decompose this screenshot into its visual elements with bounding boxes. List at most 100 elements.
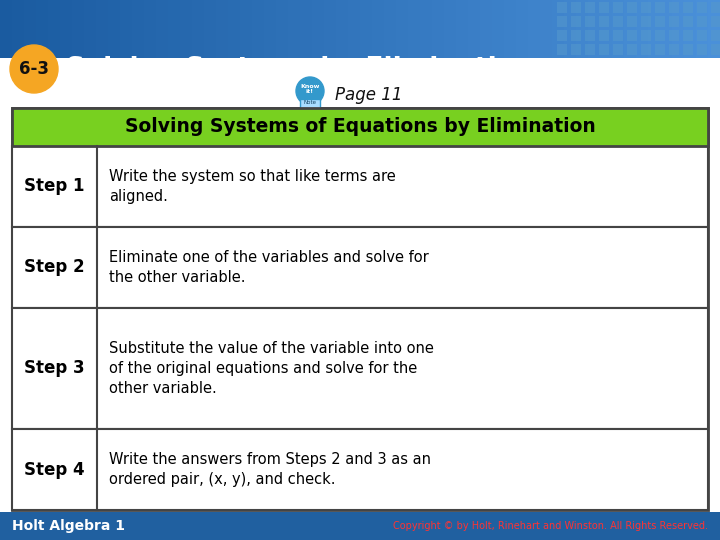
Bar	[564, 0, 576, 58]
Text: Holt Algebra 1: Holt Algebra 1	[12, 519, 125, 533]
Bar	[480, 0, 492, 58]
Bar	[557, 30, 567, 40]
Bar	[711, 44, 720, 55]
Bar	[468, 0, 480, 58]
Bar	[132, 0, 144, 58]
Bar	[264, 0, 276, 58]
Bar	[12, 146, 708, 227]
Bar	[654, 44, 665, 55]
Text: Page 11: Page 11	[335, 86, 402, 104]
Bar	[696, 30, 707, 40]
Text: Step 4: Step 4	[24, 461, 85, 478]
Bar	[660, 0, 672, 58]
Bar	[654, 16, 665, 26]
Text: Substitute the value of the variable into one
of the original equations and solv: Substitute the value of the variable int…	[109, 341, 434, 396]
Bar	[683, 2, 693, 12]
Bar	[684, 0, 696, 58]
Bar	[180, 0, 192, 58]
Bar	[570, 16, 581, 26]
Text: Step 3: Step 3	[24, 360, 85, 377]
Bar	[668, 30, 679, 40]
Text: Write the answers from Steps 2 and 3 as an
ordered pair, (x, y), and check.: Write the answers from Steps 2 and 3 as …	[109, 452, 431, 487]
Bar	[570, 30, 581, 40]
Bar	[585, 2, 595, 12]
Bar	[96, 0, 108, 58]
Bar	[668, 16, 679, 26]
Bar	[60, 0, 72, 58]
Bar	[668, 2, 679, 12]
Bar	[696, 44, 707, 55]
Text: Solving Systems by Elimination: Solving Systems by Elimination	[66, 56, 534, 82]
Bar	[626, 2, 637, 12]
FancyBboxPatch shape	[300, 99, 320, 109]
Bar	[36, 0, 48, 58]
Bar	[24, 0, 36, 58]
Bar	[696, 2, 707, 12]
Bar	[528, 0, 540, 58]
Bar	[72, 0, 84, 58]
Bar	[204, 0, 216, 58]
Text: Step 1: Step 1	[24, 178, 85, 195]
Bar	[696, 0, 708, 58]
Text: Copyright © by Holt, Rinehart and Winston. All Rights Reserved.: Copyright © by Holt, Rinehart and Winsto…	[393, 521, 708, 531]
Bar	[324, 0, 336, 58]
Text: Eliminate one of the variables and solve for
the other variable.: Eliminate one of the variables and solve…	[109, 249, 428, 285]
Bar	[612, 0, 624, 58]
Bar	[456, 0, 468, 58]
Bar	[108, 0, 120, 58]
Bar	[12, 227, 708, 308]
Bar	[360, 0, 372, 58]
Bar	[626, 30, 637, 40]
Bar	[12, 429, 708, 510]
Text: Solving Systems of Equations by Elimination: Solving Systems of Equations by Eliminat…	[125, 118, 595, 137]
Circle shape	[296, 77, 324, 105]
Bar	[12, 108, 708, 146]
Bar	[540, 0, 552, 58]
Bar	[444, 0, 456, 58]
Bar	[504, 0, 516, 58]
Bar	[585, 16, 595, 26]
Bar	[641, 30, 651, 40]
Bar	[570, 2, 581, 12]
Bar	[372, 0, 384, 58]
Bar	[0, 512, 720, 540]
Bar	[48, 0, 60, 58]
Bar	[288, 0, 300, 58]
Bar	[576, 0, 588, 58]
Bar	[648, 0, 660, 58]
Bar	[711, 16, 720, 26]
Bar	[613, 30, 623, 40]
Bar	[683, 30, 693, 40]
Bar	[570, 44, 581, 55]
Bar	[641, 16, 651, 26]
Bar	[654, 30, 665, 40]
Bar	[641, 44, 651, 55]
Bar	[613, 2, 623, 12]
Bar	[396, 0, 408, 58]
Bar	[654, 2, 665, 12]
Bar	[120, 0, 132, 58]
Bar	[384, 0, 396, 58]
Bar	[626, 16, 637, 26]
Text: Note: Note	[304, 100, 317, 105]
Bar	[708, 0, 720, 58]
Bar	[240, 0, 252, 58]
Bar	[600, 0, 612, 58]
Bar	[12, 0, 24, 58]
Bar	[624, 0, 636, 58]
Bar	[683, 44, 693, 55]
Bar	[598, 44, 609, 55]
Bar	[641, 2, 651, 12]
Bar	[557, 2, 567, 12]
Bar	[420, 0, 432, 58]
Bar	[598, 16, 609, 26]
Bar	[683, 16, 693, 26]
Bar	[144, 0, 156, 58]
Bar	[228, 0, 240, 58]
Bar	[585, 30, 595, 40]
Text: Step 2: Step 2	[24, 258, 85, 276]
Bar	[552, 0, 564, 58]
Bar	[516, 0, 528, 58]
Bar	[711, 2, 720, 12]
Bar	[613, 44, 623, 55]
